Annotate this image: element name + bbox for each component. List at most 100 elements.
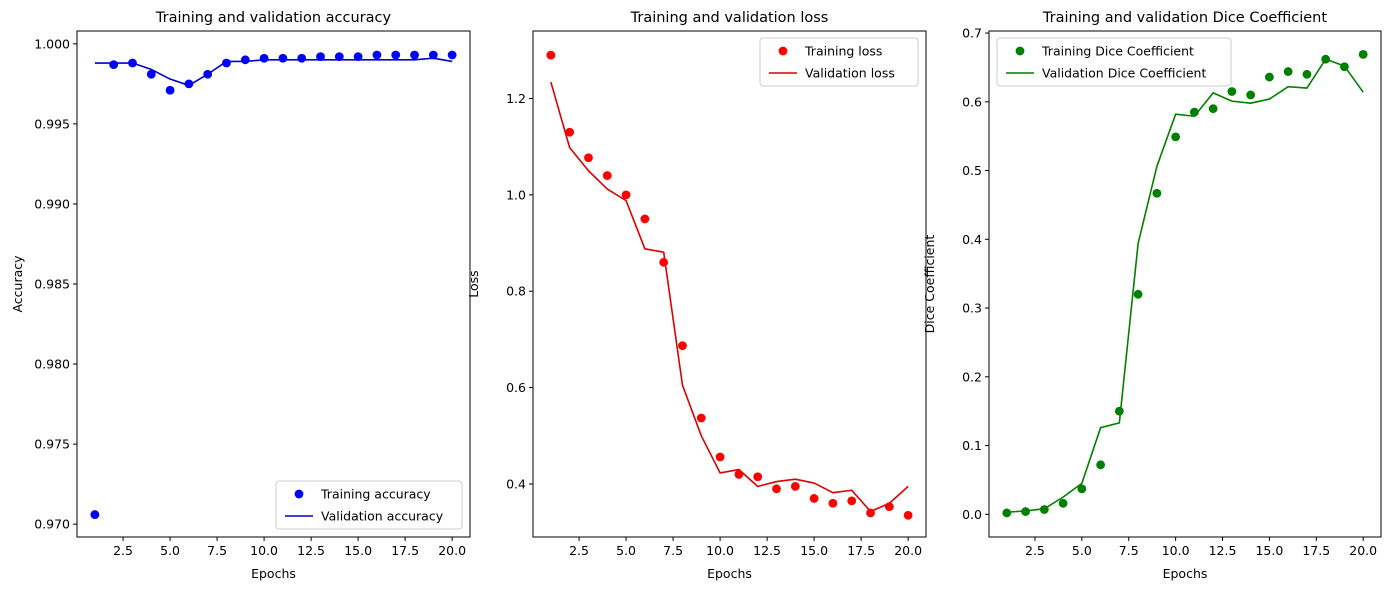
accuracy-x-axis-label: Epochs [251, 566, 296, 581]
loss-chart-title: Training and validation loss [630, 10, 829, 26]
dice-legend: Training Dice Coefficient Validation Dice… [996, 37, 1232, 87]
dice-training-point [1283, 67, 1293, 76]
dice-training-point [1208, 104, 1218, 114]
accuracy-training-point [240, 55, 250, 65]
dice-axes-frame [988, 30, 1382, 538]
loss-y-tick-label: 1.2 [506, 91, 526, 106]
accuracy-plot-area [90, 50, 457, 519]
loss-training-point [602, 171, 612, 180]
dice-training-point [1246, 90, 1256, 100]
loss-training-point [828, 498, 838, 508]
accuracy-legend: Training accuracy Validation accuracy [275, 480, 463, 530]
dice-training-point [1189, 107, 1199, 117]
loss-training-point [903, 510, 913, 520]
accuracy-training-point [278, 53, 288, 63]
loss-training-point [809, 494, 819, 503]
loss-legend-label: Validation loss [805, 66, 895, 81]
loss-x-tick-label: 20.0 [894, 543, 922, 558]
accuracy-training-point [259, 53, 269, 63]
loss-legend-marker [778, 46, 788, 56]
accuracy-x-tick-label: 17.5 [391, 543, 419, 558]
loss-training-point [546, 50, 556, 60]
dice-x-tick-label: 20.0 [1349, 543, 1377, 558]
loss-training-point [734, 469, 744, 479]
loss-training-point [866, 508, 875, 518]
dice-chart-panel: Training and validation Dice Coefficient… [922, 10, 1382, 581]
accuracy-training-point [297, 53, 307, 63]
loss-legend: Training loss Validation loss [759, 37, 919, 87]
accuracy-training-point [372, 50, 382, 60]
dice-training-point [1321, 54, 1331, 64]
dice-y-tick-label: 0.3 [962, 301, 982, 316]
accuracy-y-tick-label: 0.975 [34, 437, 70, 452]
accuracy-training-point [203, 69, 213, 79]
accuracy-training-point [316, 52, 325, 62]
dice-chart-title: Training and validation Dice Coefficient [1042, 10, 1327, 26]
accuracy-training-point [184, 79, 194, 89]
dice-training-point [1114, 406, 1124, 416]
accuracy-y-tick-label: 1.000 [34, 36, 70, 51]
loss-x-axis-label: Epochs [707, 566, 752, 581]
loss-x-tick-label: 2.5 [569, 543, 589, 558]
accuracy-training-point [428, 50, 438, 60]
accuracy-training-point [146, 69, 156, 79]
accuracy-validation-line [94, 57, 453, 87]
accuracy-legend-marker [294, 489, 304, 499]
dice-training-point [1340, 62, 1349, 72]
dice-training-point [1096, 460, 1105, 470]
dice-x-tick-label: 2.5 [1025, 543, 1045, 558]
dice-legend-marker [1015, 46, 1025, 56]
loss-training-point [584, 153, 593, 163]
loss-training-point [847, 496, 857, 506]
loss-chart-panel: Training and validation loss Epochs Loss 2.… [466, 10, 927, 581]
loss-y-tick-label: 0.6 [506, 380, 526, 395]
dice-training-point [1265, 72, 1274, 82]
loss-training-point [640, 214, 650, 224]
dice-y-tick-label: 0.1 [962, 438, 982, 453]
accuracy-training-point [128, 58, 137, 68]
dice-y-tick-label: 0.7 [962, 26, 982, 41]
dice-x-tick-label: 10.0 [1162, 543, 1190, 558]
loss-training-point [753, 472, 763, 482]
loss-x-tick-label: 12.5 [753, 543, 781, 558]
accuracy-y-tick-label: 0.985 [34, 277, 70, 292]
dice-legend-box [996, 37, 1232, 87]
dice-training-point [1302, 69, 1312, 79]
accuracy-chart-panel: Training and validation accuracy Epochs Ac… [10, 10, 471, 581]
dice-x-tick-label: 7.5 [1119, 543, 1139, 558]
dice-training-point [1039, 505, 1049, 514]
loss-training-point [790, 482, 800, 491]
accuracy-axes-frame [76, 30, 471, 538]
accuracy-y-tick-label: 0.980 [34, 357, 70, 372]
dice-y-tick-label: 0.5 [962, 163, 982, 178]
accuracy-training-point [222, 58, 231, 68]
accuracy-training-point [410, 50, 419, 60]
loss-training-point [884, 502, 894, 512]
dice-x-tick-label: 15.0 [1255, 543, 1283, 558]
accuracy-legend-label: Validation accuracy [321, 509, 444, 524]
accuracy-x-tick-label: 20.0 [438, 543, 466, 558]
accuracy-training-point [334, 52, 344, 62]
accuracy-x-tick-label: 2.5 [113, 543, 133, 558]
loss-training-point [678, 341, 687, 351]
accuracy-y-tick-label: 0.970 [34, 517, 70, 532]
accuracy-chart-title: Training and validation accuracy [155, 10, 392, 26]
dice-y-axis-label: Dice Coefficient [922, 235, 937, 334]
accuracy-y-tick-label: 0.995 [34, 116, 70, 131]
loss-y-axis-label: Loss [466, 270, 481, 297]
dice-training-point [1133, 289, 1143, 299]
loss-axes-frame [532, 30, 927, 538]
loss-plot-area [546, 50, 913, 520]
loss-y-tick-label: 0.8 [506, 284, 526, 299]
loss-x-tick-label: 10.0 [706, 543, 734, 558]
loss-x-tick-label: 7.5 [663, 543, 683, 558]
accuracy-legend-label: Training accuracy [320, 487, 431, 502]
dice-x-axis-label: Epochs [1163, 566, 1208, 581]
accuracy-x-tick-label: 5.0 [160, 543, 180, 558]
dice-legend-label: Training Dice Coefficient [1041, 44, 1194, 59]
loss-training-point [659, 257, 669, 267]
dice-training-point [1002, 508, 1012, 518]
loss-training-point [621, 190, 631, 200]
accuracy-x-tick-label: 10.0 [250, 543, 278, 558]
dice-training-point [1077, 484, 1087, 494]
